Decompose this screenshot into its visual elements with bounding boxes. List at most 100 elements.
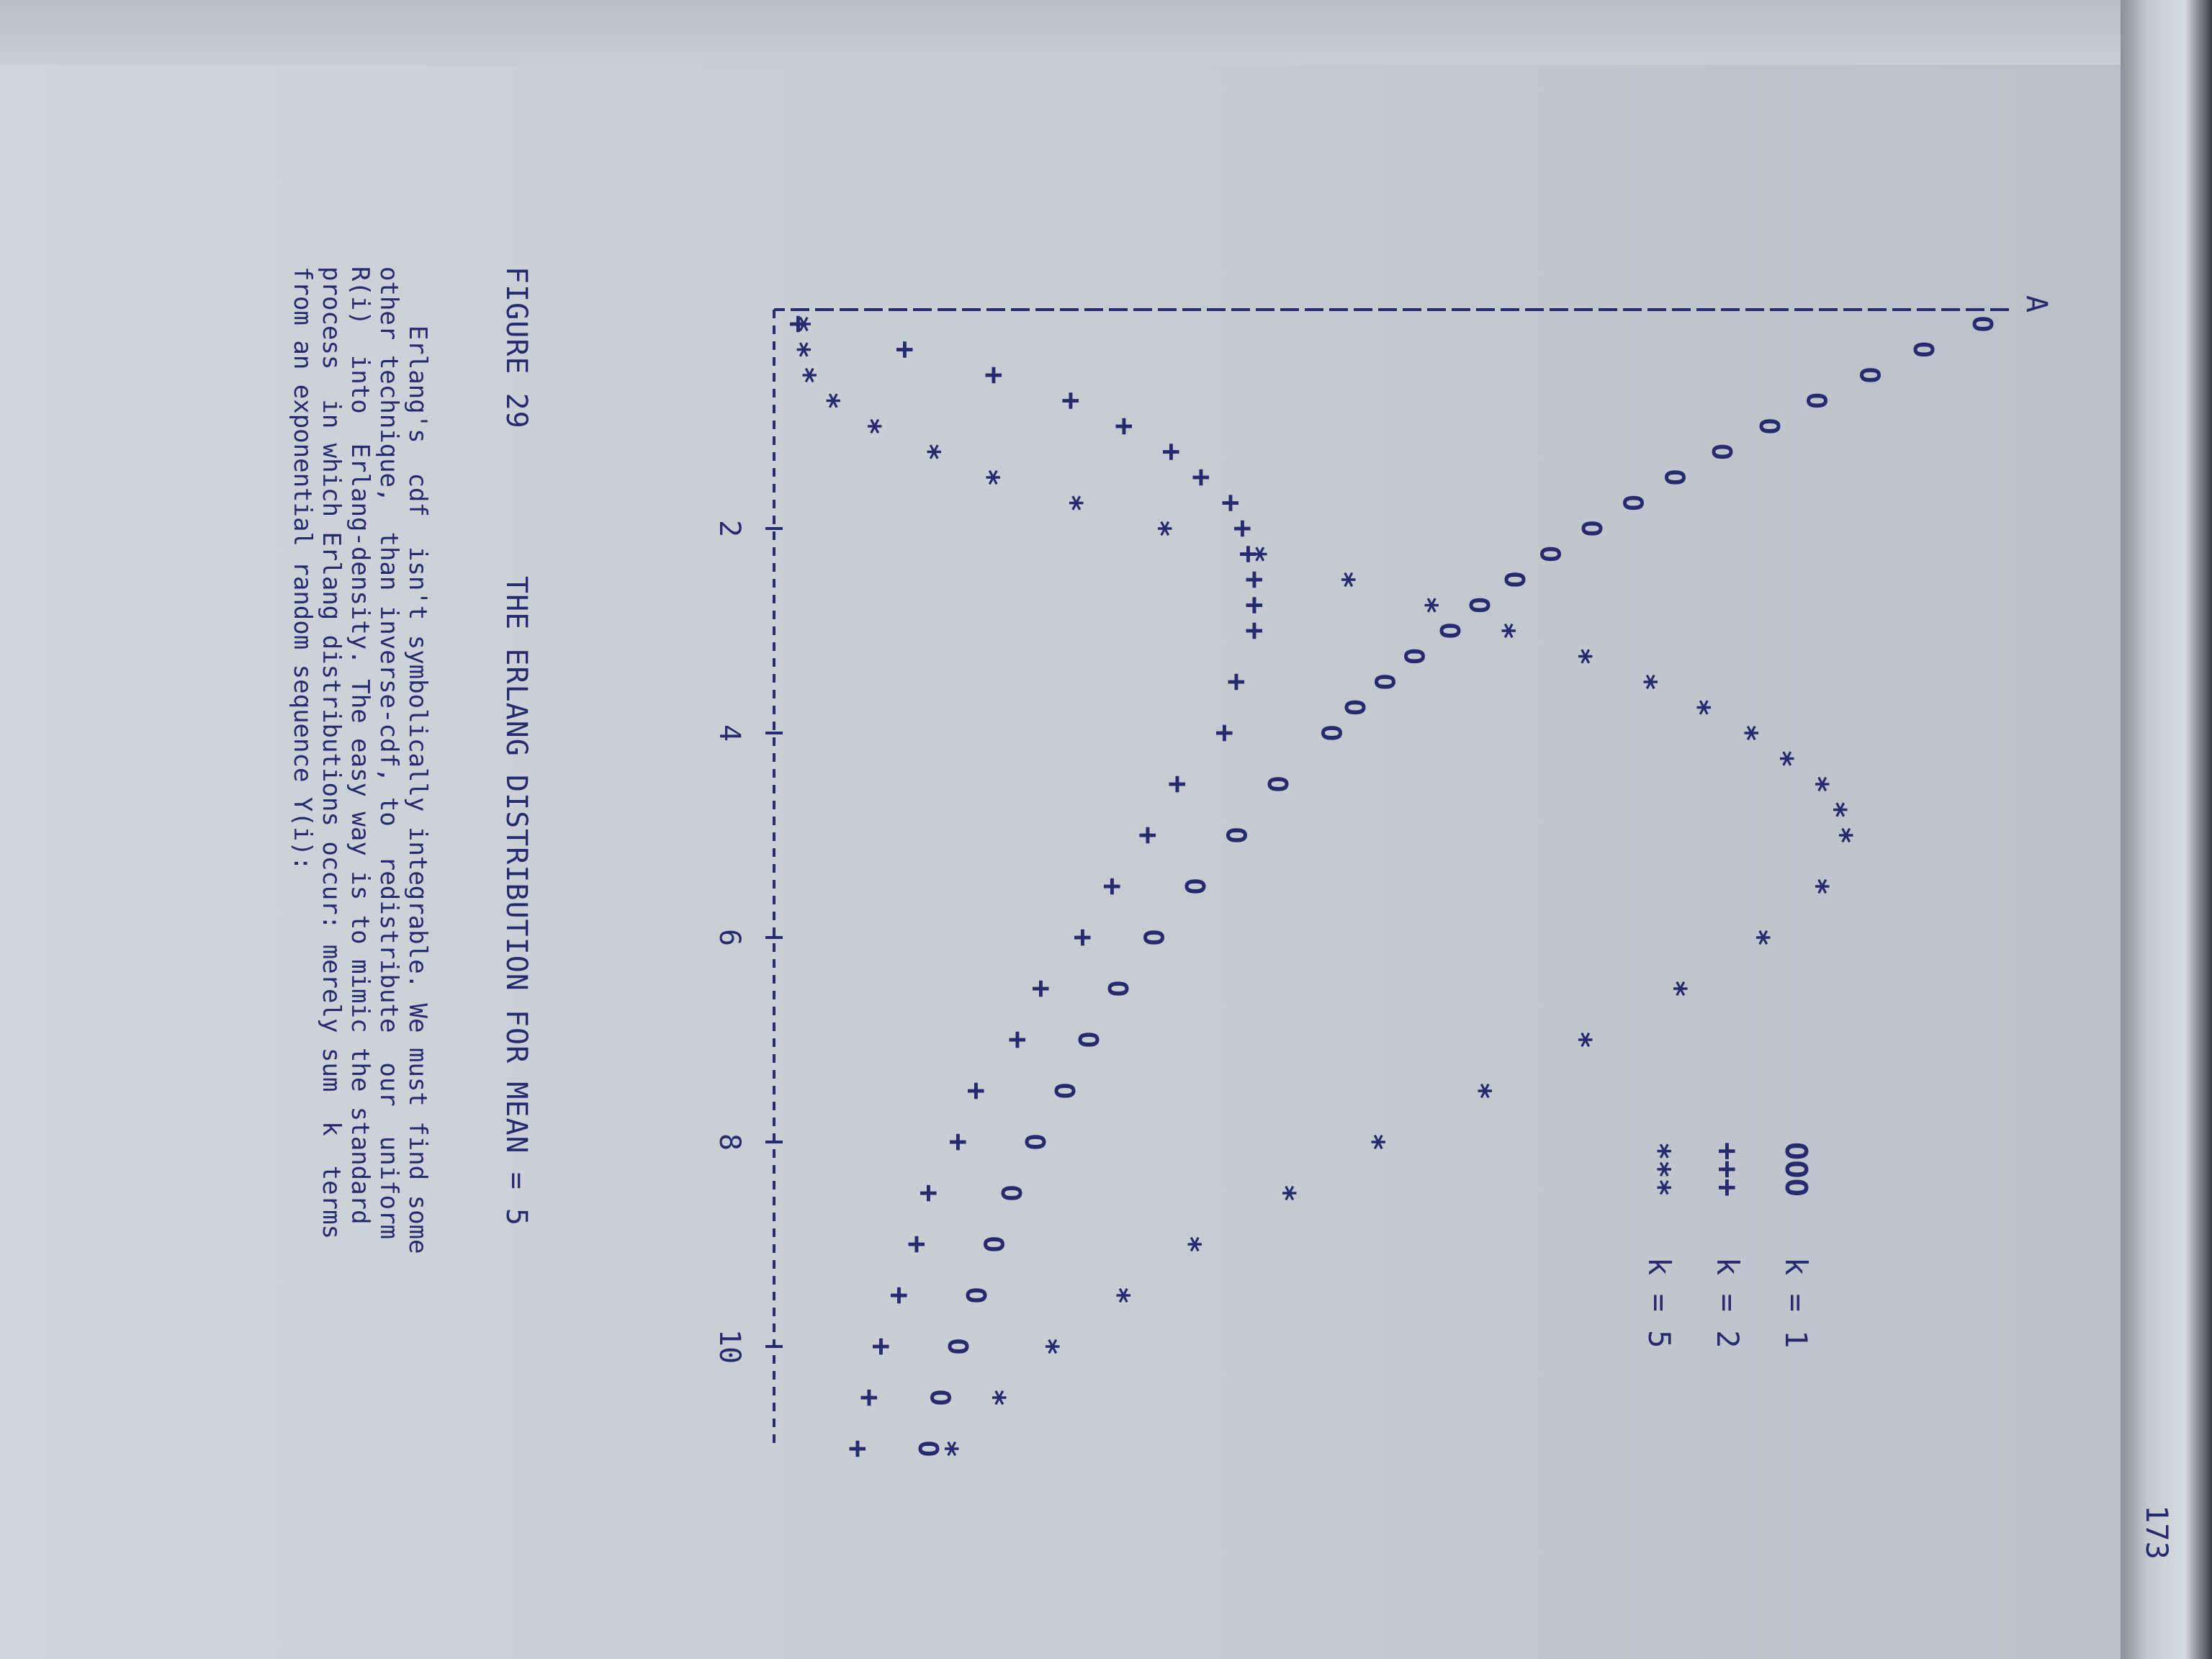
legend-marker: +++	[1710, 1142, 1745, 1197]
data-point: *	[1817, 801, 1853, 819]
legend-label: k = 1	[1779, 1257, 1814, 1348]
data-point: O	[1706, 444, 1737, 460]
data-point: +	[1184, 468, 1219, 486]
data-point: +	[781, 315, 817, 333]
data-point: *	[1800, 877, 1835, 895]
data-point: O	[1315, 725, 1346, 742]
data-point: *	[1800, 775, 1835, 793]
data-point: *	[971, 468, 1006, 486]
data-point: O	[1801, 392, 1833, 409]
data-point: +	[1024, 979, 1059, 997]
data-point: +	[882, 1286, 917, 1304]
data-point: +	[1231, 545, 1267, 563]
data-point: +	[1066, 928, 1101, 946]
x-tick-label: 10	[713, 1329, 746, 1364]
body-line: process in which Erlang distributions oc…	[317, 266, 346, 1240]
data-point: *	[1267, 1184, 1302, 1202]
data-point: O	[1048, 1083, 1080, 1100]
figure-title: THE ERLANG DISTRIBUTION FOR MEAN = 5	[500, 576, 533, 1226]
data-point: +	[912, 1184, 947, 1202]
data-point: *	[1486, 621, 1521, 639]
data-point: O	[942, 1339, 974, 1355]
data-point: O	[1434, 623, 1465, 639]
data-point: +	[941, 1133, 976, 1151]
data-point: +	[840, 1439, 876, 1457]
data-point: +	[1213, 494, 1249, 512]
data-point: *	[1563, 647, 1599, 665]
data-point: +	[976, 366, 1012, 384]
data-point: O	[1339, 699, 1370, 716]
data-point: *	[811, 392, 846, 410]
data-point: *	[1237, 545, 1272, 563]
data-point: O	[1463, 597, 1495, 613]
legend-label: k = 5	[1642, 1257, 1677, 1348]
book-edge-shadow	[2121, 0, 2212, 1659]
data-point: O	[960, 1287, 992, 1304]
data-point: +	[1208, 724, 1243, 742]
chart-legend: OOO k = 1 +++ k = 2 *** k = 5	[1642, 1142, 1814, 1348]
data-point: *	[1658, 979, 1693, 997]
figure-label: FIGURE 29	[500, 266, 533, 429]
x-tick-label: 2	[713, 520, 746, 537]
data-point: *	[853, 417, 888, 435]
data-point: O	[1617, 495, 1649, 511]
data-point: O	[1398, 648, 1429, 665]
data-point: *	[1356, 1133, 1391, 1151]
data-point: +	[900, 1235, 935, 1253]
data-point: *	[1628, 673, 1663, 691]
data-point: O	[1498, 572, 1530, 588]
data-point: O	[1019, 1134, 1051, 1151]
legend-label: k = 2	[1710, 1257, 1745, 1348]
y-axis-arrow-label: A	[2020, 295, 2053, 313]
data-point: +	[1237, 570, 1272, 588]
page-number: 173	[2139, 1505, 2175, 1560]
data-point: *	[1030, 1337, 1065, 1355]
data-point: O	[1102, 981, 1133, 997]
data-point: *	[1729, 724, 1764, 742]
body-line: R(i) into Erlang-density. The easy way i…	[346, 266, 374, 1225]
facing-page-edge	[0, 0, 2153, 70]
data-point: *	[1053, 494, 1089, 512]
data-point: O	[1220, 827, 1252, 844]
data-point: O	[1966, 316, 1998, 333]
data-point: +	[1095, 877, 1130, 895]
data-point: +	[1237, 621, 1272, 639]
data-point: +	[1220, 673, 1255, 691]
data-point: *	[787, 366, 822, 384]
data-point: *	[1326, 570, 1362, 588]
x-tick-label: 4	[713, 724, 746, 742]
data-point: *	[1172, 1235, 1208, 1253]
x-tick-label: 6	[713, 929, 746, 946]
data-point: O	[1854, 367, 1886, 384]
data-points: OOOOOOOOOOOOOOOOOOOOOOOOOOOOOOO+++++++++…	[781, 315, 1998, 1457]
body-paragraph: Erlang's cdf isn't symbolically integrab…	[288, 266, 432, 1254]
data-point: O	[1658, 469, 1690, 486]
chart-axes: A	[765, 295, 2053, 1449]
data-point: O	[1179, 878, 1210, 895]
data-point: *	[1740, 928, 1776, 946]
data-point: O	[995, 1185, 1027, 1202]
data-point: O	[1368, 674, 1400, 691]
data-point: +	[1000, 1030, 1035, 1048]
data-point: O	[1262, 776, 1293, 793]
x-tick-labels: 2 4 6 8 10	[713, 520, 746, 1364]
data-point: *	[1409, 596, 1444, 614]
x-tick-label: 8	[713, 1133, 746, 1151]
data-point: +	[888, 341, 923, 359]
data-point: O	[977, 1236, 1009, 1253]
data-point: O	[1072, 1032, 1104, 1048]
data-point: *	[1824, 826, 1859, 844]
data-point: *	[1764, 750, 1799, 768]
data-point: +	[1160, 775, 1195, 793]
data-point: *	[1681, 698, 1717, 716]
data-point: +	[864, 1337, 899, 1355]
data-point: *	[912, 443, 947, 461]
data-point: *	[1101, 1286, 1136, 1304]
data-point: O	[1534, 546, 1566, 562]
data-point: *	[1563, 1030, 1599, 1048]
data-point: +	[853, 1388, 888, 1406]
data-point: O	[1138, 930, 1169, 946]
